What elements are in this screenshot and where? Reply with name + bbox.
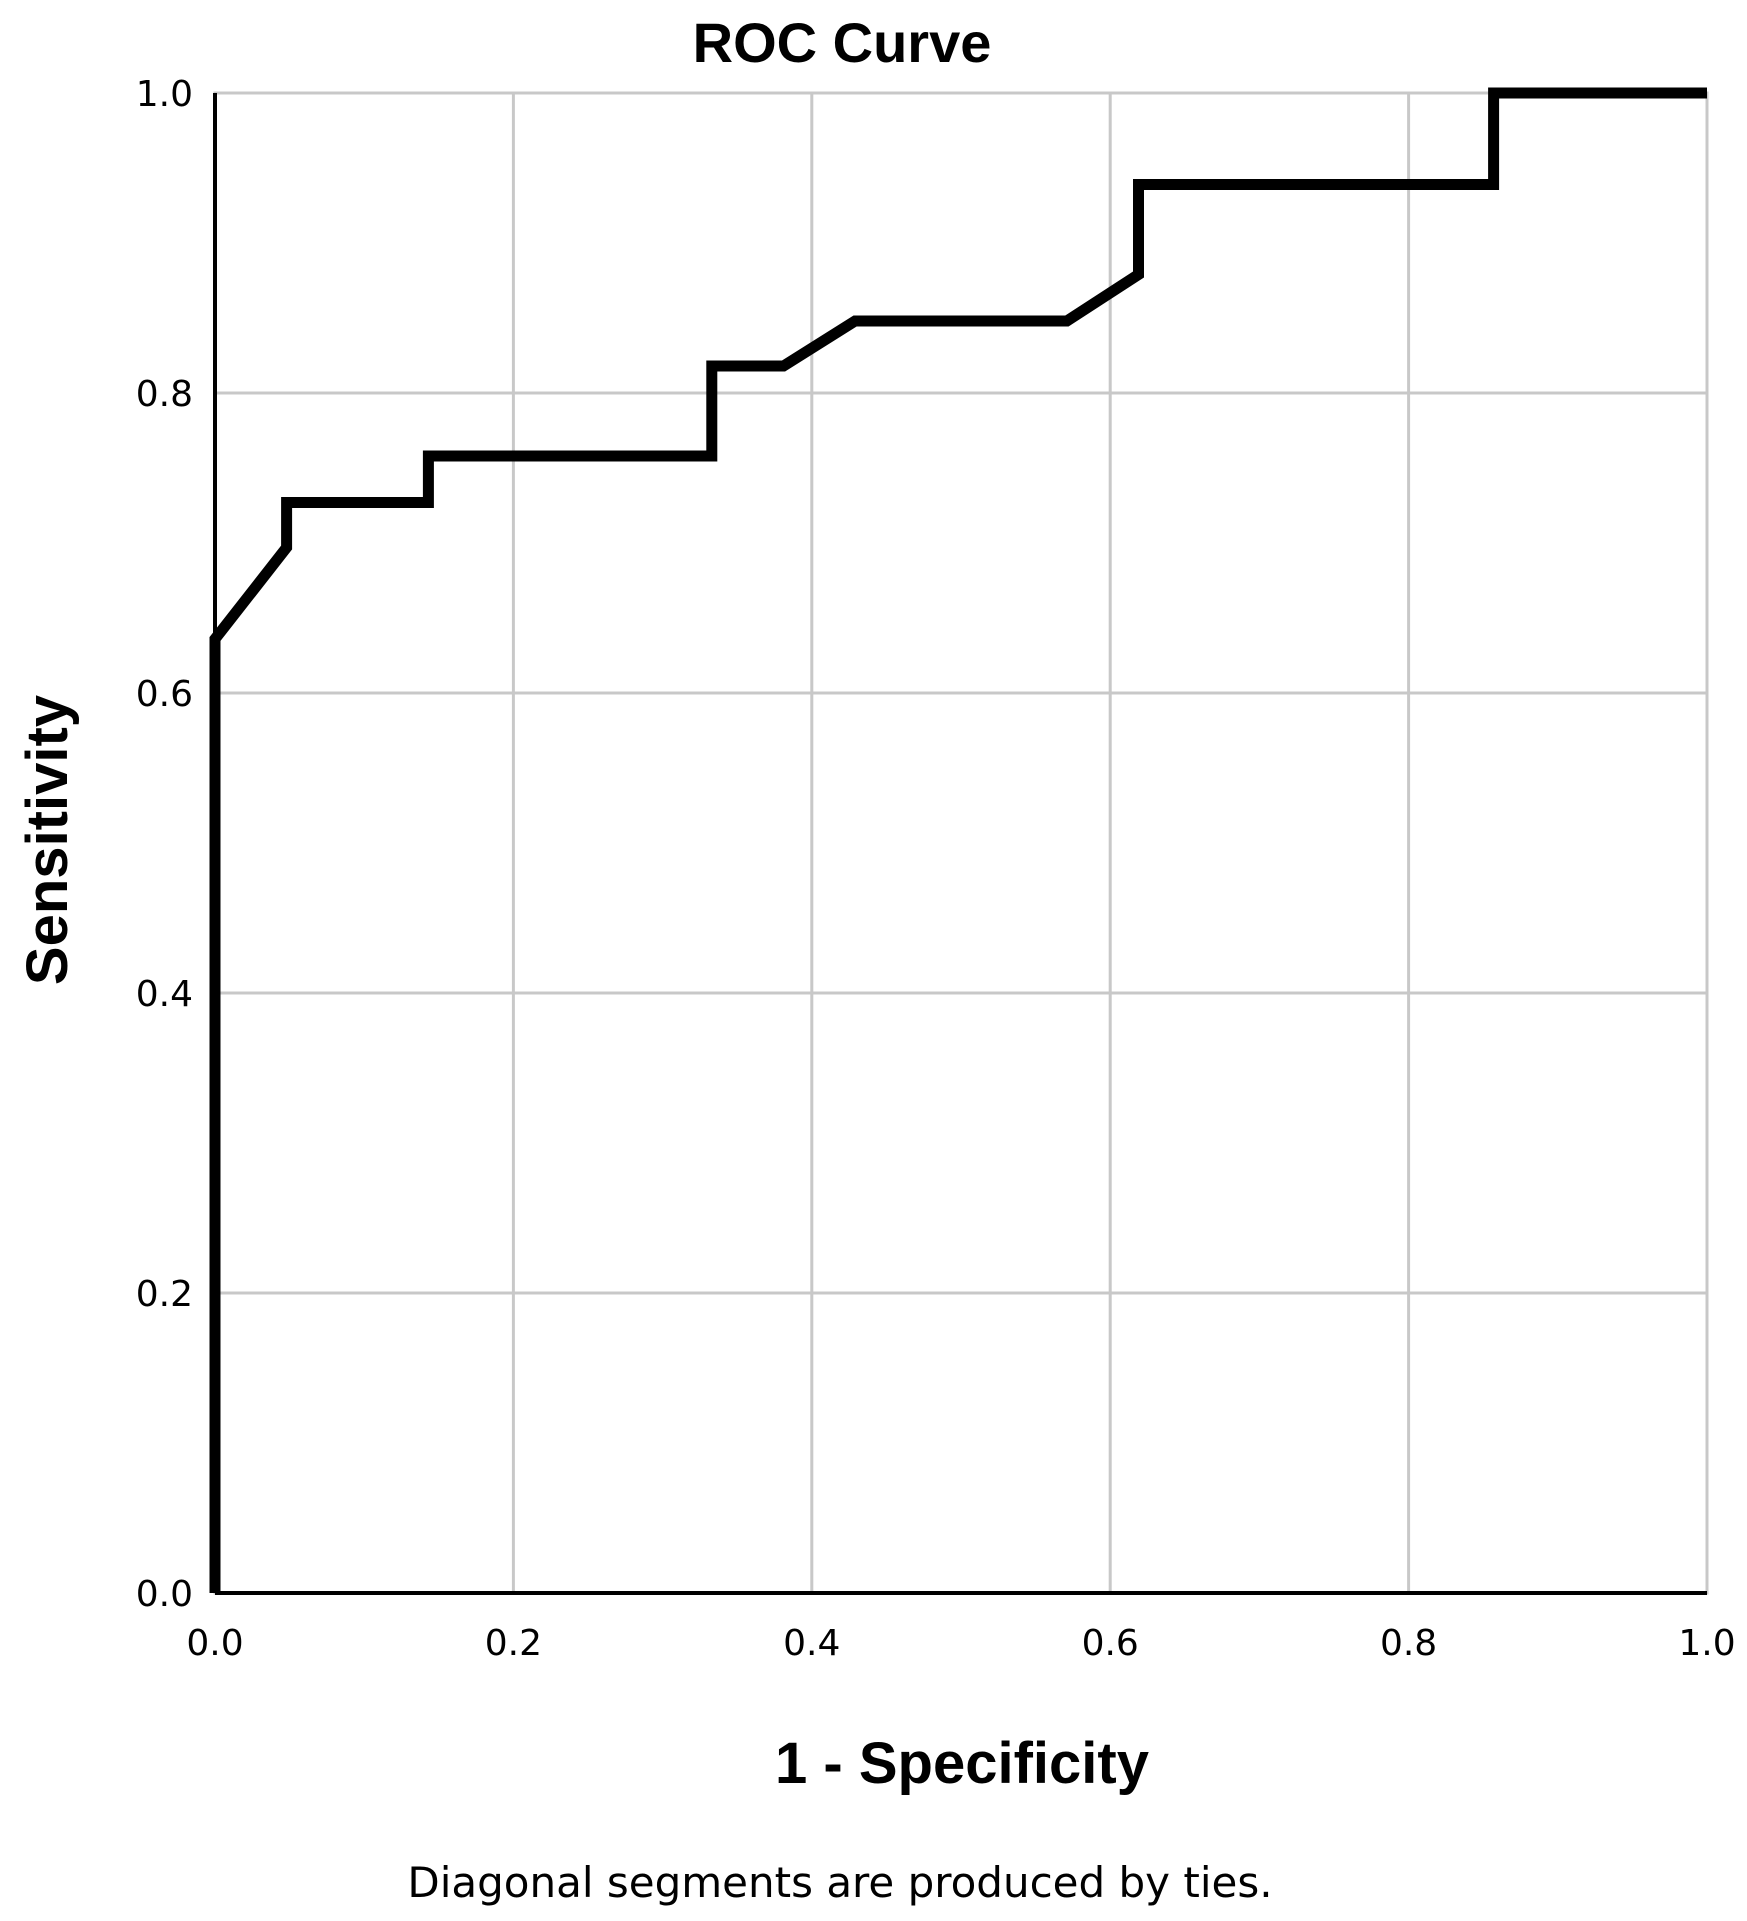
x-tick-labels: 0.0 0.2 0.4 0.6 0.8 1.0 <box>186 1623 1735 1664</box>
x-tick-label: 1.0 <box>1678 1623 1735 1664</box>
roc-curve-line <box>209 87 1707 1593</box>
y-tick-label: 0.6 <box>136 674 193 715</box>
x-axis-label: 1 - Specificity <box>775 1731 1149 1796</box>
x-tick-label: 0.2 <box>485 1623 542 1664</box>
x-tick-label: 0.0 <box>186 1623 243 1664</box>
y-tick-label: 0.4 <box>136 974 193 1015</box>
y-axis-label: Sensitivity <box>15 695 80 985</box>
y-tick-label: 0.0 <box>136 1574 193 1615</box>
x-tick-label: 0.4 <box>783 1623 840 1664</box>
y-tick-label: 0.8 <box>136 374 193 415</box>
y-tick-labels: 0.0 0.2 0.4 0.6 0.8 1.0 <box>136 74 193 1615</box>
x-tick-label: 0.8 <box>1380 1623 1437 1664</box>
y-tick-label: 0.2 <box>136 1274 193 1315</box>
x-tick-label: 0.6 <box>1082 1623 1139 1664</box>
footnote: Diagonal segments are produced by ties. <box>407 1858 1272 1907</box>
y-tick-label: 1.0 <box>136 74 193 115</box>
chart-title: ROC Curve <box>693 11 992 74</box>
